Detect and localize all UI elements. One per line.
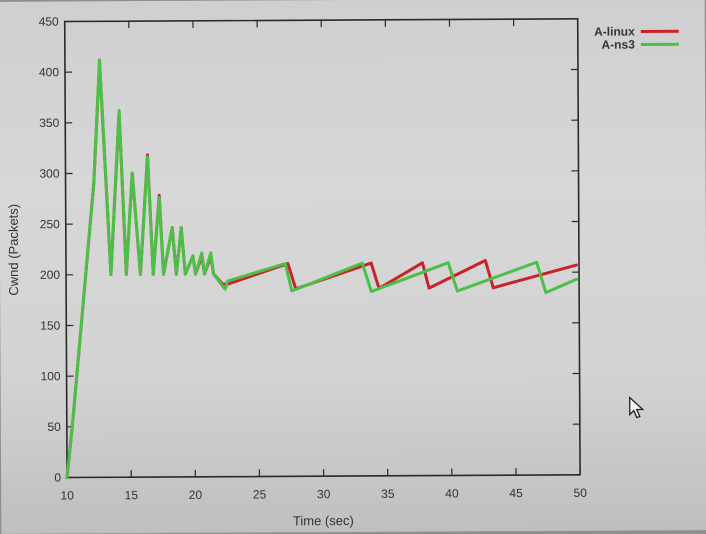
x-tick-label: 45: [509, 486, 523, 500]
x-axis-label: Time (sec): [293, 513, 354, 528]
y-tick-label: 300: [39, 167, 59, 181]
legend-label: A-ns3: [601, 38, 635, 52]
x-tick-label: 40: [445, 486, 459, 500]
y-tick-label: 100: [41, 369, 61, 383]
y-tick-label: 150: [40, 319, 60, 333]
x-tick-label: 35: [381, 487, 395, 501]
y-axis-label: Cwnd (Packets): [6, 204, 21, 296]
y-tick-label: 50: [47, 420, 61, 434]
x-tick-label: 10: [60, 488, 74, 502]
y-tick-label: 0: [54, 471, 61, 485]
y-tick-label: 450: [39, 15, 59, 29]
x-tick-label: 30: [317, 487, 331, 501]
mouse-cursor-icon: [629, 396, 645, 420]
x-tick-label: 25: [253, 487, 267, 501]
x-tick-label: 20: [189, 488, 203, 502]
y-tick-label: 400: [39, 65, 59, 79]
x-tick-label: 15: [125, 488, 139, 502]
series-line-a-ns3: [65, 57, 578, 477]
y-tick-label: 350: [39, 116, 59, 130]
y-tick-label: 250: [40, 217, 60, 231]
y-tick-label: 200: [40, 268, 60, 282]
x-tick-label: 50: [573, 486, 587, 500]
